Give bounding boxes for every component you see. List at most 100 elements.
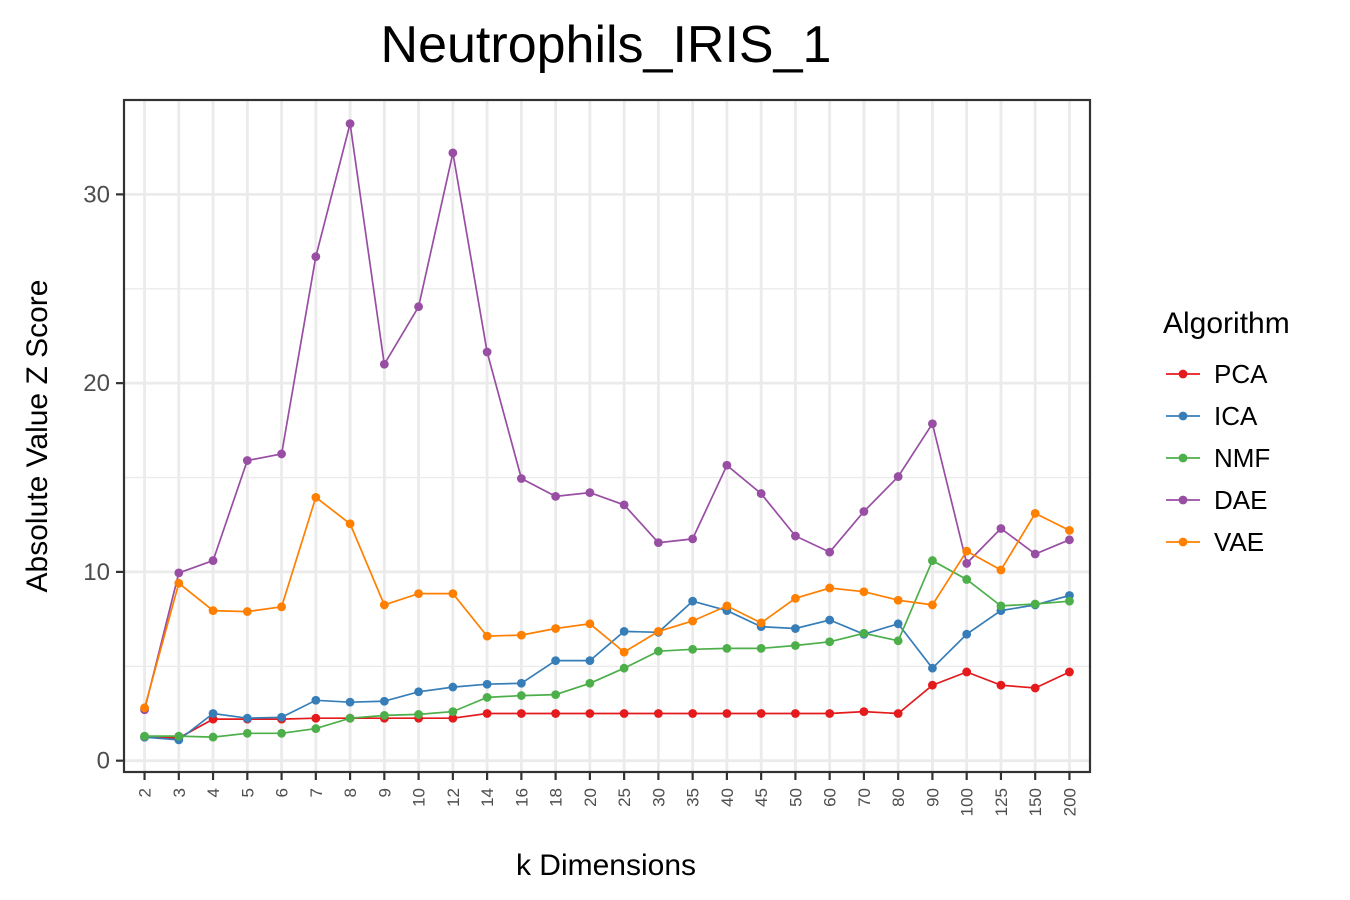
data-point-ica	[893, 619, 903, 629]
data-point-dae	[962, 559, 972, 568]
data-point-dae	[414, 302, 423, 312]
x-tick-label: 18	[547, 788, 566, 807]
data-point-pca	[825, 709, 835, 718]
data-point-pca	[756, 709, 766, 718]
data-point-vae	[996, 565, 1006, 575]
data-point-dae	[516, 474, 526, 483]
data-point-dae	[1030, 549, 1040, 559]
data-point-vae	[208, 606, 218, 616]
data-point-dae	[345, 119, 355, 128]
data-point-nmf	[653, 646, 663, 656]
data-point-ica	[242, 713, 252, 723]
data-point-vae	[928, 600, 937, 610]
x-tick-label: 9	[375, 788, 394, 797]
data-point-ica	[619, 626, 629, 636]
series-line-dae	[143, 123, 1070, 710]
data-point-nmf	[859, 628, 869, 638]
data-point-dae	[208, 556, 218, 565]
data-point-nmf	[756, 643, 766, 653]
y-tick-label: 20	[83, 370, 110, 397]
x-tick-label: 3	[170, 788, 189, 797]
data-point-dae	[825, 547, 835, 557]
data-point-vae	[653, 626, 663, 636]
x-tick-label: 4	[204, 788, 223, 797]
data-point-nmf	[140, 731, 149, 741]
data-point-nmf	[688, 644, 698, 654]
data-point-ica	[585, 656, 595, 666]
data-point-dae	[174, 568, 184, 578]
data-point-pca	[962, 667, 972, 677]
data-point-dae	[653, 538, 663, 548]
legend: Algorithm PCA ICA NMF DAE VAE	[1163, 307, 1290, 557]
series-line-ica	[144, 594, 1070, 741]
data-point-ica	[482, 679, 492, 689]
data-point-pca	[859, 707, 869, 716]
series-nmf	[140, 556, 1074, 742]
data-point-nmf	[1065, 596, 1074, 606]
data-point-vae	[140, 703, 149, 713]
data-point-ica	[311, 695, 321, 705]
data-point-pca	[722, 709, 732, 718]
data-point-nmf	[1030, 599, 1040, 609]
legend-key-point	[1178, 411, 1188, 421]
data-point-vae	[551, 624, 561, 633]
data-point-nmf	[311, 724, 321, 733]
data-point-vae	[1065, 525, 1074, 535]
data-point-dae	[242, 456, 252, 465]
series-line-nmf	[144, 559, 1070, 738]
series-layer	[140, 119, 1074, 745]
data-point-ica	[345, 697, 355, 707]
legend-label: ICA	[1214, 401, 1258, 431]
x-tick-label: 10	[410, 788, 429, 807]
data-point-dae	[859, 507, 869, 516]
data-point-nmf	[516, 691, 526, 700]
data-point-vae	[722, 601, 732, 611]
x-tick-label: 40	[718, 788, 737, 807]
data-point-vae	[414, 589, 423, 599]
legend-key-point	[1178, 537, 1188, 547]
data-point-pca	[619, 709, 629, 718]
data-point-dae	[688, 534, 698, 544]
series-vae	[140, 492, 1074, 713]
grid	[124, 100, 1090, 772]
data-point-ica	[962, 629, 972, 639]
series-line-vae	[143, 495, 1070, 709]
data-point-dae	[722, 460, 732, 470]
x-tick-label: 45	[752, 788, 771, 807]
legend-item-dae: DAE	[1166, 485, 1267, 515]
x-tick-label: 30	[649, 788, 668, 807]
x-tick-label: 200	[1060, 788, 1079, 816]
legend-title: Algorithm	[1163, 307, 1290, 340]
legend-item-vae: VAE	[1166, 527, 1264, 557]
legend-label: VAE	[1214, 527, 1264, 557]
data-point-vae	[756, 618, 766, 628]
data-point-dae	[1065, 535, 1074, 545]
data-point-nmf	[551, 690, 561, 700]
x-tick-label: 14	[478, 788, 497, 807]
data-point-nmf	[825, 637, 835, 647]
data-point-pca	[996, 680, 1006, 690]
x-tick-label: 25	[615, 788, 634, 807]
data-point-nmf	[482, 693, 492, 702]
x-tick-label: 12	[444, 788, 463, 807]
y-tick-label: 0	[97, 748, 110, 775]
data-point-nmf	[791, 641, 800, 650]
legend-item-nmf: NMF	[1166, 443, 1270, 473]
data-point-dae	[791, 531, 800, 541]
legend-item-pca: PCA	[1166, 359, 1268, 389]
data-point-pca	[1065, 667, 1074, 677]
data-point-nmf	[242, 728, 252, 738]
data-point-vae	[379, 600, 389, 610]
y-tick-label: 10	[83, 559, 110, 586]
data-point-vae	[585, 619, 595, 629]
data-point-dae	[996, 524, 1006, 533]
chart-title: Neutrophils_IRIS_1	[381, 16, 832, 74]
data-point-dae	[551, 492, 561, 501]
data-point-pca	[893, 709, 903, 718]
data-point-vae	[448, 589, 458, 599]
data-point-vae	[893, 595, 903, 605]
data-point-nmf	[928, 556, 937, 565]
data-point-nmf	[619, 663, 629, 673]
data-point-vae	[1030, 508, 1040, 518]
data-point-pca	[928, 680, 937, 690]
